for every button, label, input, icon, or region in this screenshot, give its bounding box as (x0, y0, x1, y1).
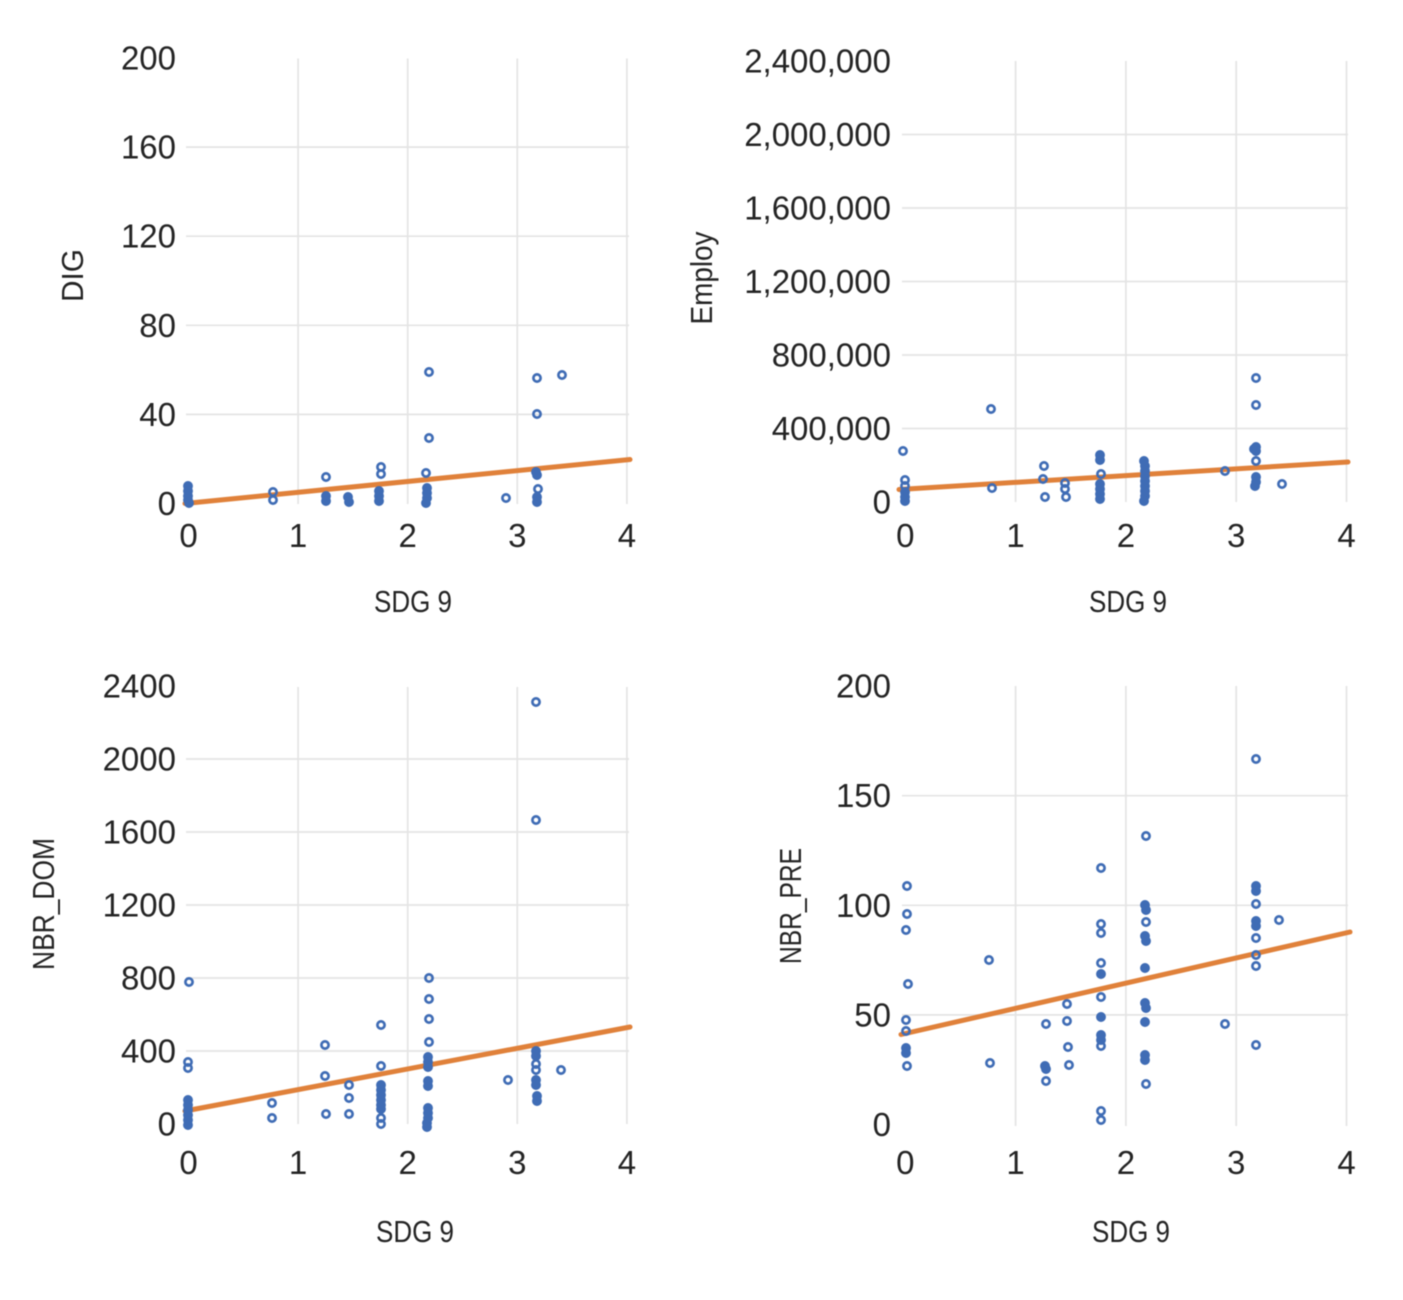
svg-text:80: 80 (139, 307, 176, 344)
svg-text:1: 1 (1006, 1144, 1024, 1181)
svg-text:800,000: 800,000 (772, 337, 891, 374)
svg-text:0: 0 (158, 1106, 176, 1143)
svg-text:1: 1 (289, 517, 307, 554)
svg-text:3: 3 (508, 517, 526, 554)
svg-text:200: 200 (121, 40, 176, 77)
svg-text:400,000: 400,000 (772, 410, 891, 447)
svg-text:1: 1 (289, 1144, 307, 1181)
svg-text:0: 0 (179, 517, 197, 554)
svg-text:NBR_PRE: NBR_PRE (773, 848, 808, 964)
svg-text:1: 1 (1006, 517, 1024, 554)
svg-text:1,200,000: 1,200,000 (744, 263, 891, 300)
svg-text:50: 50 (854, 996, 891, 1033)
svg-text:200: 200 (836, 668, 891, 705)
svg-text:100: 100 (836, 887, 891, 924)
svg-text:2,400,000: 2,400,000 (744, 43, 891, 80)
svg-text:2000: 2000 (103, 741, 176, 778)
svg-text:2,000,000: 2,000,000 (744, 116, 891, 153)
svg-text:0: 0 (179, 1144, 197, 1181)
svg-text:4: 4 (1337, 1144, 1355, 1181)
svg-text:2: 2 (399, 1144, 417, 1181)
svg-text:40: 40 (139, 396, 176, 433)
svg-text:SDG 9: SDG 9 (1092, 1214, 1170, 1249)
svg-text:4: 4 (618, 517, 636, 554)
svg-text:SDG 9: SDG 9 (1089, 584, 1167, 619)
svg-text:0: 0 (873, 484, 891, 521)
svg-text:4: 4 (1337, 517, 1355, 554)
svg-text:NBR_DOM: NBR_DOM (26, 838, 61, 970)
svg-text:0: 0 (896, 1144, 914, 1181)
svg-text:SDG 9: SDG 9 (376, 1214, 454, 1249)
svg-text:2: 2 (399, 517, 417, 554)
svg-text:Employ: Employ (684, 231, 719, 324)
svg-text:160: 160 (121, 129, 176, 166)
svg-text:1600: 1600 (103, 814, 176, 851)
svg-text:4: 4 (618, 1144, 636, 1181)
svg-text:1200: 1200 (103, 887, 176, 924)
svg-text:3: 3 (1227, 517, 1245, 554)
svg-text:3: 3 (508, 1144, 526, 1181)
svg-text:DIG: DIG (55, 249, 90, 302)
svg-text:0: 0 (873, 1106, 891, 1143)
svg-text:3: 3 (1227, 1144, 1245, 1181)
svg-text:150: 150 (836, 777, 891, 814)
svg-text:SDG 9: SDG 9 (374, 584, 452, 619)
svg-text:0: 0 (158, 485, 176, 522)
svg-text:800: 800 (121, 960, 176, 997)
svg-text:400: 400 (121, 1033, 176, 1070)
svg-text:1,600,000: 1,600,000 (744, 190, 891, 227)
svg-text:120: 120 (121, 218, 176, 255)
svg-text:2: 2 (1117, 1144, 1135, 1181)
svg-text:2400: 2400 (103, 668, 176, 705)
svg-text:0: 0 (896, 517, 914, 554)
svg-text:2: 2 (1117, 517, 1135, 554)
